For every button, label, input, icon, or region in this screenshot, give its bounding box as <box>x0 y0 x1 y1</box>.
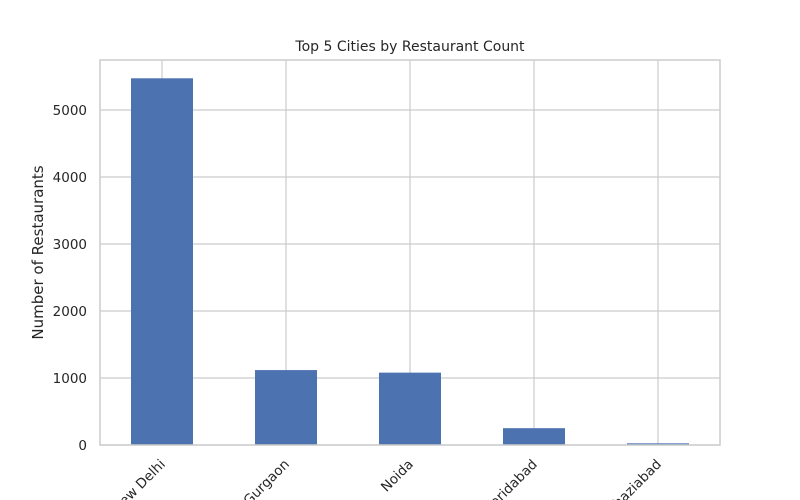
x-tick-label: Ghaziabad <box>603 457 665 500</box>
y-tick-label: 0 <box>78 438 87 454</box>
x-tick-label: Gurgaon <box>241 457 293 500</box>
y-tick-label: 3000 <box>53 237 87 253</box>
bar <box>379 372 441 445</box>
y-tick-label: 1000 <box>53 371 87 387</box>
bar <box>627 443 689 445</box>
bar <box>131 78 193 445</box>
y-tick-labels: 0 1000 2000 3000 4000 5000 <box>53 103 87 454</box>
x-tick-labels: New Delhi Gurgaon Noida Faridabad Ghaziabad <box>109 457 665 500</box>
x-tick-label: Faridabad <box>483 457 541 500</box>
y-axis-label: Number of Restaurants <box>29 165 47 339</box>
plot-frame <box>99 59 721 446</box>
bar <box>255 370 317 445</box>
x-tick-label: New Delhi <box>109 457 169 500</box>
grid <box>100 60 720 446</box>
bars <box>131 78 689 445</box>
y-tick-label: 2000 <box>53 304 87 320</box>
bar <box>503 428 565 445</box>
x-tick-label: Noida <box>378 457 417 496</box>
y-tick-label: 4000 <box>53 170 87 186</box>
y-tick-label: 5000 <box>53 103 87 119</box>
chart-title: Top 5 Cities by Restaurant Count <box>294 39 525 55</box>
